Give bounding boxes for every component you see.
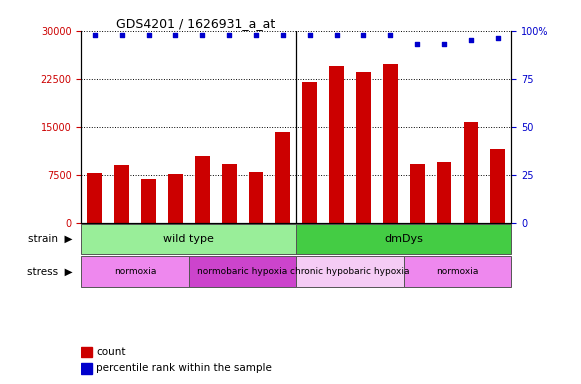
Bar bbox=[222, 164, 236, 223]
Bar bbox=[275, 132, 290, 223]
Bar bbox=[81, 224, 296, 254]
Text: wild type: wild type bbox=[163, 234, 214, 244]
Point bbox=[198, 31, 207, 38]
Text: strain  ▶: strain ▶ bbox=[28, 234, 73, 244]
Point bbox=[278, 31, 288, 38]
Point bbox=[252, 31, 261, 38]
Point bbox=[332, 31, 341, 38]
Bar bbox=[404, 257, 511, 287]
Point bbox=[90, 31, 99, 38]
Text: normoxia: normoxia bbox=[114, 267, 156, 276]
Bar bbox=[410, 164, 425, 223]
Point bbox=[117, 31, 126, 38]
Bar bbox=[329, 66, 344, 223]
Point bbox=[493, 35, 503, 41]
Bar bbox=[114, 165, 129, 223]
Point bbox=[439, 41, 449, 47]
Text: GDS4201 / 1626931_a_at: GDS4201 / 1626931_a_at bbox=[116, 17, 275, 30]
Point bbox=[467, 37, 476, 43]
Point bbox=[144, 31, 153, 38]
Point bbox=[305, 31, 314, 38]
Bar bbox=[356, 72, 371, 223]
Bar bbox=[81, 363, 92, 374]
Bar bbox=[189, 257, 296, 287]
Point bbox=[359, 31, 368, 38]
Point bbox=[171, 31, 180, 38]
Bar bbox=[81, 347, 92, 358]
Bar bbox=[383, 64, 398, 223]
Bar bbox=[249, 172, 263, 223]
Point bbox=[413, 41, 422, 47]
Text: dmDys: dmDys bbox=[385, 234, 423, 244]
Text: normobaric hypoxia: normobaric hypoxia bbox=[198, 267, 288, 276]
Bar bbox=[464, 122, 478, 223]
Bar bbox=[437, 162, 451, 223]
Bar bbox=[490, 149, 505, 223]
Text: stress  ▶: stress ▶ bbox=[27, 266, 73, 277]
Point bbox=[386, 31, 395, 38]
Bar bbox=[87, 173, 102, 223]
Bar bbox=[195, 156, 210, 223]
Text: chronic hypobaric hypoxia: chronic hypobaric hypoxia bbox=[290, 267, 410, 276]
Bar bbox=[296, 257, 404, 287]
Bar bbox=[168, 174, 183, 223]
Bar bbox=[141, 179, 156, 223]
Bar bbox=[296, 224, 511, 254]
Text: percentile rank within the sample: percentile rank within the sample bbox=[96, 364, 272, 374]
Bar bbox=[302, 82, 317, 223]
Text: count: count bbox=[96, 347, 125, 357]
Text: normoxia: normoxia bbox=[436, 267, 479, 276]
Bar bbox=[81, 257, 189, 287]
Point bbox=[224, 31, 234, 38]
